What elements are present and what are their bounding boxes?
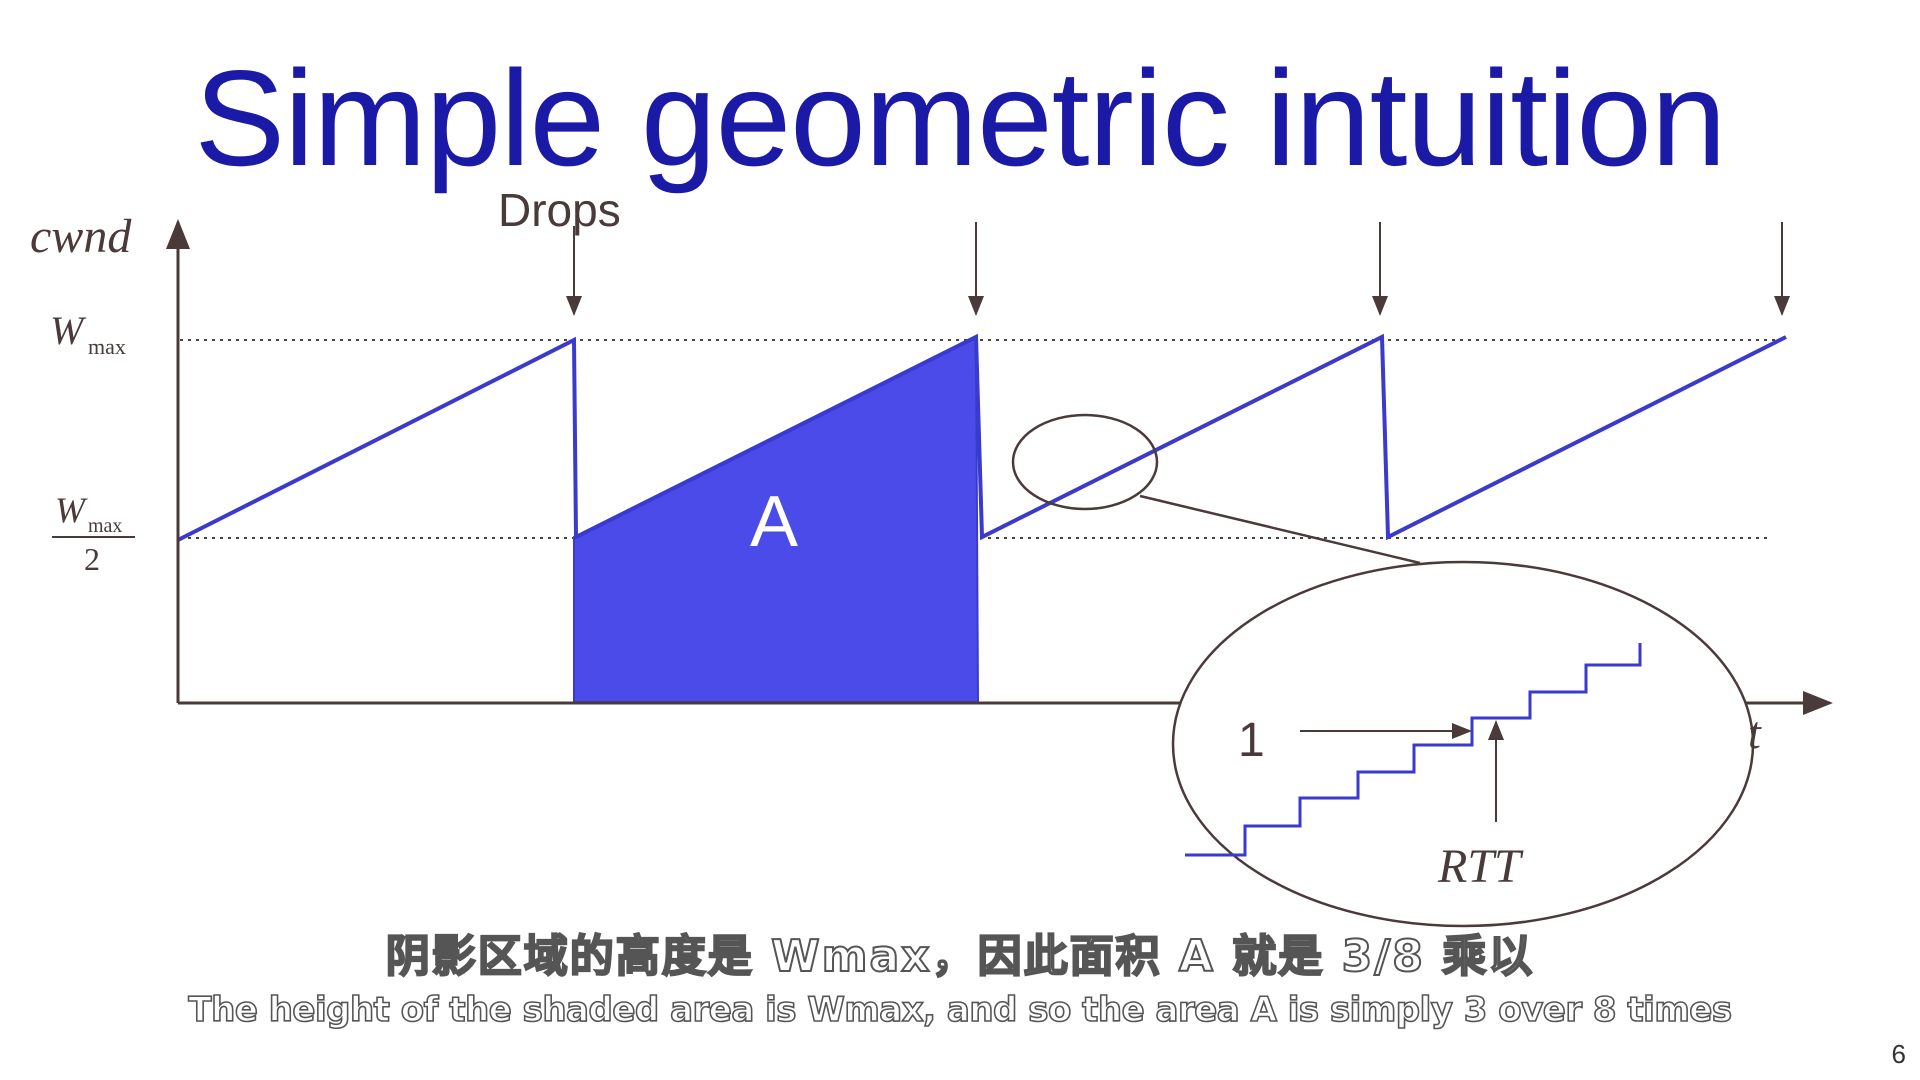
subtitle-chinese: 阴影区域的高度是 Wmax，因此面积 A 就是 3/8 乘以	[385, 930, 1535, 983]
sawtooth-line	[177, 333, 1787, 542]
half-wmax-subscript: max	[88, 515, 122, 537]
slide-title: Simple geometric intuition	[194, 42, 1726, 194]
zoom-rtt-label: RTT	[1437, 840, 1524, 893]
highlight-circle	[1011, 413, 1159, 511]
zoom-staircase	[1185, 643, 1642, 857]
page-number: 6	[1891, 1039, 1906, 1069]
zoom-connector	[1139, 494, 1421, 565]
drops-label: Drops	[498, 184, 621, 236]
zoom-step-label: 1	[1238, 714, 1265, 767]
x-axis-label: t	[1748, 707, 1762, 758]
wmax-subscript: max	[88, 334, 126, 359]
half-wmax-denominator: 2	[84, 541, 100, 577]
area-label: A	[750, 482, 798, 562]
half-wmax-label: W	[55, 490, 88, 530]
wmax-label: W	[50, 308, 87, 353]
subtitle-english: The height of the shaded area is Wmax, a…	[188, 989, 1733, 1031]
y-axis-label: cwnd	[30, 210, 132, 263]
